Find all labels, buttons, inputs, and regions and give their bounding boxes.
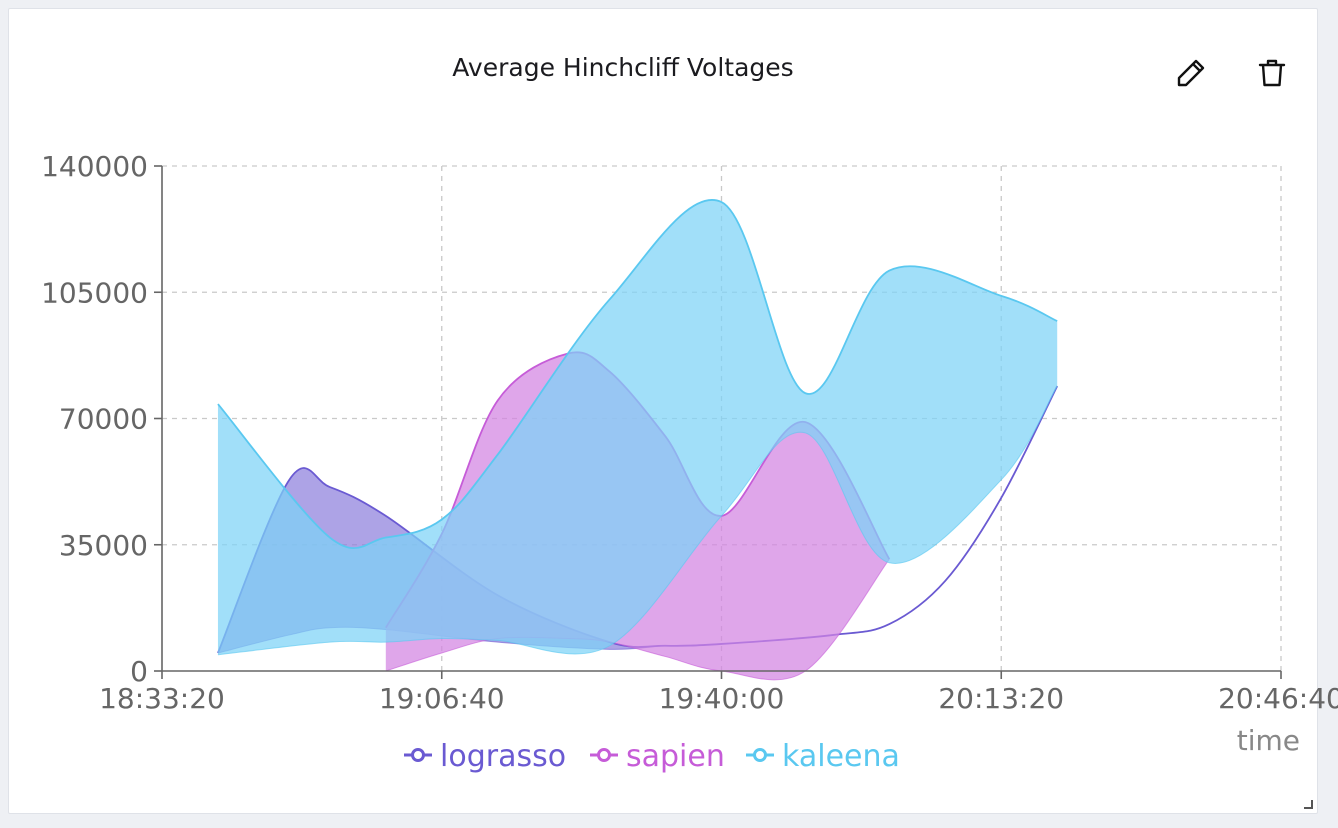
y-tick-label: 70000 xyxy=(59,403,148,436)
legend-marker-dot-kaleena xyxy=(753,748,767,762)
pencil-icon xyxy=(1177,59,1205,87)
y-tick-label: 105000 xyxy=(41,276,148,309)
x-axis-title: time xyxy=(1237,724,1300,757)
x-tick-label: 19:06:40 xyxy=(379,682,505,715)
legend-marker-dot-sapien xyxy=(597,748,611,762)
trash-icon xyxy=(1258,59,1286,87)
series-baseline-kaleena xyxy=(217,385,1058,656)
legend-label-sapien: sapien xyxy=(626,739,725,774)
chart-title: Average Hinchcliff Voltages xyxy=(452,53,794,82)
x-tick-label: 19:40:00 xyxy=(659,682,785,715)
legend-label-kaleena: kaleena xyxy=(782,739,900,774)
series-line-kaleena xyxy=(217,199,1058,549)
x-tick-label: 20:13:20 xyxy=(938,682,1064,715)
series-area-kaleena xyxy=(217,199,1058,655)
legend-marker-dot-lograsso xyxy=(411,748,425,762)
x-tick-label: 20:46:40 xyxy=(1218,682,1338,715)
delete-button[interactable] xyxy=(1252,53,1292,93)
y-tick-label: 140000 xyxy=(41,150,148,183)
legend-label-lograsso: lograsso xyxy=(440,739,566,774)
y-tick-label: 35000 xyxy=(59,529,148,562)
y-tick-label: 0 xyxy=(130,655,148,688)
x-tick-label: 18:33:20 xyxy=(99,682,225,715)
edit-button[interactable] xyxy=(1171,53,1211,93)
resize-handle-icon[interactable] xyxy=(1303,799,1313,809)
